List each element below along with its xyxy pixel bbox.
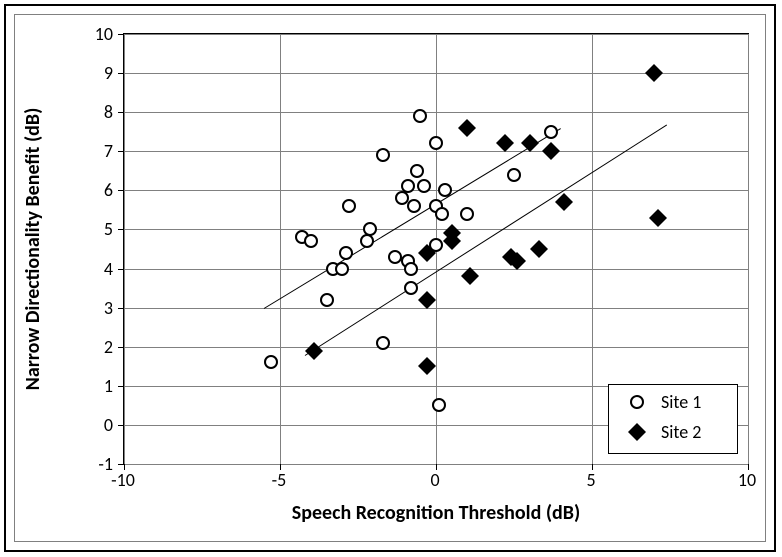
- y-tick-label: 3: [83, 297, 113, 319]
- point-site-2: [458, 119, 476, 137]
- point-site-1: [404, 262, 418, 276]
- point-site-2: [461, 267, 479, 285]
- y-tick-label: 7: [83, 140, 113, 162]
- point-site-2: [521, 134, 539, 152]
- x-axis-title: Speech Recognition Threshold (dB): [292, 501, 580, 525]
- point-site-1: [432, 398, 446, 412]
- point-site-1: [407, 199, 421, 213]
- x-tick-label: 10: [727, 469, 767, 491]
- legend-marker-site1: [617, 394, 657, 410]
- point-site-2: [496, 134, 514, 152]
- point-site-1: [264, 355, 278, 369]
- y-tick-label: 2: [83, 336, 113, 358]
- x-tick-label: 0: [415, 469, 455, 491]
- point-site-1: [417, 179, 431, 193]
- point-site-1: [460, 207, 474, 221]
- point-site-1: [360, 234, 374, 248]
- point-site-1: [544, 125, 558, 139]
- point-site-2: [418, 244, 436, 262]
- point-site-1: [342, 199, 356, 213]
- point-site-1: [304, 234, 318, 248]
- point-site-1: [320, 293, 334, 307]
- legend: Site 1 Site 2: [608, 384, 738, 454]
- point-site-1: [401, 179, 415, 193]
- y-tick-label: 10: [83, 23, 113, 45]
- point-site-1: [376, 336, 390, 350]
- x-tick-label: 5: [571, 469, 611, 491]
- point-site-1: [376, 148, 390, 162]
- point-site-2: [645, 64, 663, 82]
- y-tick-label: 8: [83, 101, 113, 123]
- x-tick-label: -10: [103, 469, 143, 491]
- point-site-2: [530, 240, 548, 258]
- trendline-site-2: [305, 124, 667, 355]
- y-tick-label: 5: [83, 218, 113, 240]
- chart-frame: Narrow Directionality Benefit (dB) Speec…: [14, 14, 766, 542]
- y-tick-label: 9: [83, 62, 113, 84]
- legend-row-site1: Site 1: [617, 391, 701, 413]
- point-site-1: [507, 168, 521, 182]
- point-site-1: [413, 109, 427, 123]
- y-tick-label: 4: [83, 258, 113, 280]
- point-site-2: [418, 291, 436, 309]
- point-site-2: [649, 209, 667, 227]
- legend-label-site1: Site 1: [661, 391, 701, 413]
- point-site-1: [339, 246, 353, 260]
- point-site-2: [305, 342, 323, 360]
- legend-marker-site2: [617, 424, 657, 440]
- point-site-1: [429, 136, 443, 150]
- point-site-2: [555, 193, 573, 211]
- point-site-2: [508, 252, 526, 270]
- point-site-1: [410, 164, 424, 178]
- legend-row-site2: Site 2: [617, 421, 701, 443]
- plot-area: Site 1 Site 2: [123, 33, 749, 465]
- point-site-1: [335, 262, 349, 276]
- point-site-1: [404, 281, 418, 295]
- legend-label-site2: Site 2: [661, 421, 701, 443]
- point-site-2: [443, 232, 461, 250]
- point-site-1: [438, 183, 452, 197]
- y-tick-label: 0: [83, 414, 113, 436]
- x-tick-label: -5: [259, 469, 299, 491]
- point-site-2: [418, 357, 436, 375]
- y-tick-label: 6: [83, 179, 113, 201]
- point-site-1: [435, 207, 449, 221]
- point-site-2: [542, 142, 560, 160]
- y-tick-label: 1: [83, 375, 113, 397]
